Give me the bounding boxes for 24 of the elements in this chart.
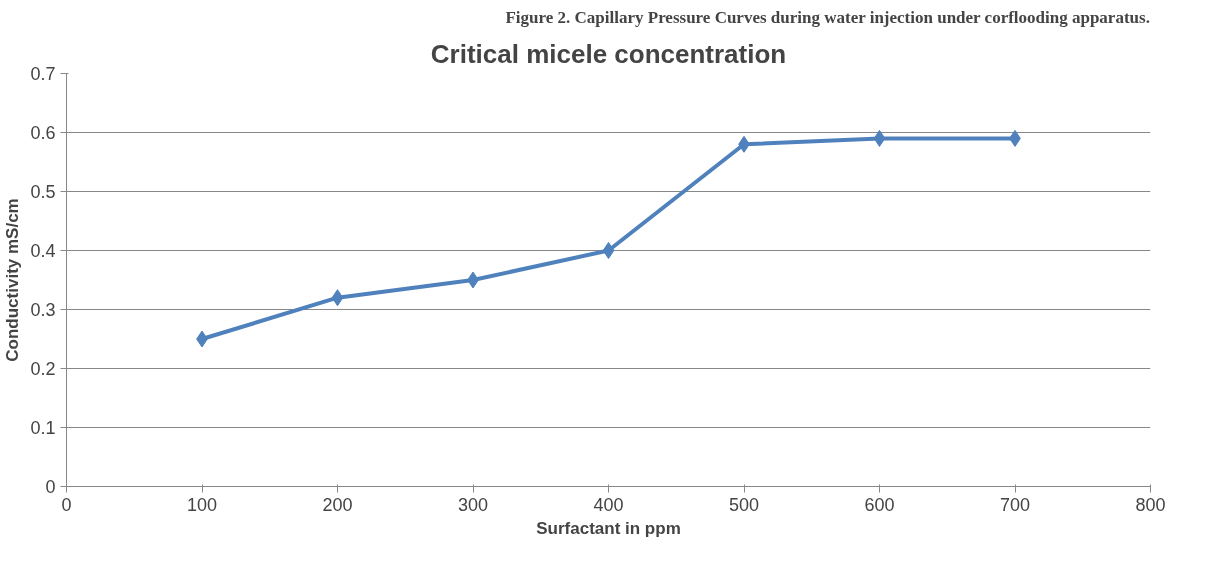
point bbox=[873, 129, 886, 147]
x-tick-label: 500 bbox=[728, 494, 760, 515]
caption: Figure 2. Capillary Pressure Curves during water injection under corflooding apparatus. bbox=[505, 7, 1150, 27]
y-tick-label: 0.7 bbox=[30, 64, 56, 84]
y-axis-title: Conductivity mS/cm bbox=[3, 198, 23, 362]
y-tick-label: 0.2 bbox=[30, 359, 56, 379]
y-tick-label: 0.1 bbox=[30, 418, 56, 438]
point bbox=[331, 289, 344, 307]
x-tick-label: 800 bbox=[1135, 494, 1166, 515]
x-tick-label: 700 bbox=[999, 494, 1031, 515]
x-tick-label: 400 bbox=[593, 494, 624, 515]
x-axis-title: Surfactant in ppm bbox=[536, 518, 681, 538]
y-tick-label: 0.4 bbox=[30, 241, 56, 261]
x-tick-label: 0 bbox=[61, 494, 72, 515]
y-tick-label: 0.5 bbox=[30, 182, 56, 202]
x-tick-label: 300 bbox=[457, 494, 489, 515]
chart-title: Critical micele concentration bbox=[430, 38, 787, 69]
y-tick-label: 0.6 bbox=[30, 123, 56, 143]
x-tick-label: 100 bbox=[186, 494, 218, 515]
x-tick-label: 200 bbox=[322, 494, 353, 515]
y-tick-label: 0.3 bbox=[30, 300, 56, 320]
x-tick-label: 600 bbox=[864, 494, 895, 515]
y-tick-label: 0 bbox=[45, 477, 56, 497]
point bbox=[602, 242, 615, 259]
